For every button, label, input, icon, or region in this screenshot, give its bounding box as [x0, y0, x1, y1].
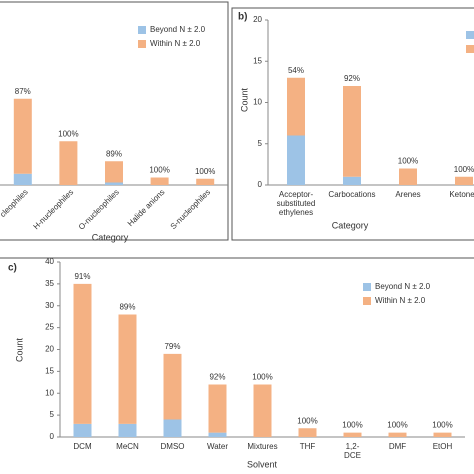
x-tick-label: Halide anions	[126, 188, 167, 229]
bar-segment	[196, 178, 215, 185]
x-tick-label: O-nucleophiles	[77, 188, 121, 232]
bar-segment	[13, 98, 32, 174]
bar-annotation: 100%	[432, 421, 452, 430]
bar-segment	[399, 168, 417, 185]
bar-segment	[343, 176, 361, 185]
y-tick-label: 35	[45, 279, 54, 288]
bar-annotation: 92%	[209, 373, 225, 382]
panel-label: b)	[238, 12, 247, 23]
panel-frame	[231, 7, 474, 241]
bar-annotation: 87%	[15, 87, 31, 96]
x-axis-label: Solvent	[247, 459, 278, 469]
bar-annotation: 100%	[398, 157, 418, 166]
x-tick-label: S-nucleophiles	[169, 188, 212, 231]
bar-annotation: 100%	[195, 167, 215, 176]
legend-label: Beyond N ± 2.0	[150, 25, 206, 34]
y-tick-label: 10	[253, 98, 262, 107]
bar-segment	[59, 141, 78, 185]
y-tick-label: 5	[50, 410, 55, 419]
bar-segment	[73, 423, 92, 437]
bar-annotation: 89%	[106, 149, 122, 158]
bar-segment	[253, 384, 272, 437]
y-tick-label: 15	[45, 366, 54, 375]
panel-frame	[0, 257, 474, 259]
y-axis-label: Count	[14, 338, 24, 363]
bar-segment	[73, 283, 92, 424]
legend-label: Within N ± 2.0	[150, 39, 201, 48]
y-tick-label: 0	[258, 180, 263, 189]
bar-segment	[388, 432, 407, 437]
bar-annotation: 92%	[344, 74, 360, 83]
bar-segment	[208, 384, 227, 433]
y-tick-label: 10	[45, 388, 54, 397]
bar-segment	[208, 432, 227, 437]
x-tick-label: cleophiles	[0, 188, 30, 220]
bar-segment	[163, 353, 182, 420]
bar-segment	[163, 419, 182, 437]
x-tick-label: EtOH	[433, 442, 453, 451]
legend-swatch	[138, 40, 146, 48]
bar-segment	[105, 182, 123, 185]
y-tick-label: 40	[45, 257, 54, 266]
y-tick-label: 20	[253, 15, 262, 24]
x-tick-label: Water	[207, 442, 228, 451]
y-tick-label: 0	[50, 432, 55, 441]
y-tick-label: 20	[45, 345, 54, 354]
bar-segment	[118, 423, 137, 437]
x-tick-label: Carbocations	[328, 190, 375, 199]
x-tick-label: DMSO	[161, 442, 185, 451]
bar-annotation: 54%	[288, 66, 304, 75]
legend-swatch	[138, 26, 146, 34]
legend-label: Beyond N ± 2.0	[375, 282, 431, 291]
panel-label: c)	[8, 263, 17, 274]
bar-segment	[287, 77, 305, 136]
bar-annotation: 100%	[342, 421, 362, 430]
y-tick-label: 15	[253, 56, 262, 65]
bar-annotation: 100%	[297, 416, 317, 425]
bar-annotation: 89%	[119, 303, 135, 312]
y-tick-label: 25	[45, 323, 54, 332]
x-tick-label: Mixtures	[247, 442, 277, 451]
bar-annotation: 100%	[387, 421, 407, 430]
legend-swatch	[363, 297, 371, 305]
bar-segment	[455, 176, 473, 185]
bar-annotation: 100%	[454, 165, 474, 174]
bar-annotation: 100%	[149, 166, 169, 175]
bar-segment	[150, 177, 169, 185]
bar-annotation: 91%	[74, 272, 90, 281]
bar-segment	[13, 173, 32, 185]
x-axis-label: Category	[92, 232, 129, 242]
bar-segment	[105, 161, 123, 183]
x-tick-label: Ketones	[449, 190, 474, 199]
legend-swatch	[466, 31, 474, 39]
bar-annotation: 79%	[164, 342, 180, 351]
bar-segment	[343, 432, 362, 437]
x-tick-label: H-nucleophiles	[32, 188, 76, 232]
y-axis-label: Count	[239, 88, 249, 113]
legend-swatch	[466, 45, 474, 53]
legend-swatch	[363, 283, 371, 291]
legend-label: Within N ± 2.0	[375, 296, 426, 305]
bar-segment	[433, 432, 452, 437]
bar-segment	[343, 86, 361, 177]
bar-annotation: 100%	[58, 129, 78, 138]
x-tick-label: Acceptor-substituted ethylenes	[277, 190, 316, 217]
x-axis-label: Category	[332, 220, 369, 230]
y-tick-label: 30	[45, 301, 54, 310]
bar-segment	[298, 428, 317, 437]
bar-annotation: 100%	[252, 373, 272, 382]
x-tick-label: DCM	[73, 442, 92, 451]
x-tick-label: 1,2-DCE	[344, 442, 361, 460]
bar-segment	[118, 314, 137, 424]
x-tick-label: Arenes	[395, 190, 420, 199]
x-tick-label: DMF	[389, 442, 406, 451]
panel-frame	[0, 1, 229, 241]
y-tick-label: 5	[258, 139, 263, 148]
x-tick-label: MeCN	[116, 442, 139, 451]
x-tick-label: THF	[300, 442, 316, 451]
bar-segment	[287, 135, 305, 185]
